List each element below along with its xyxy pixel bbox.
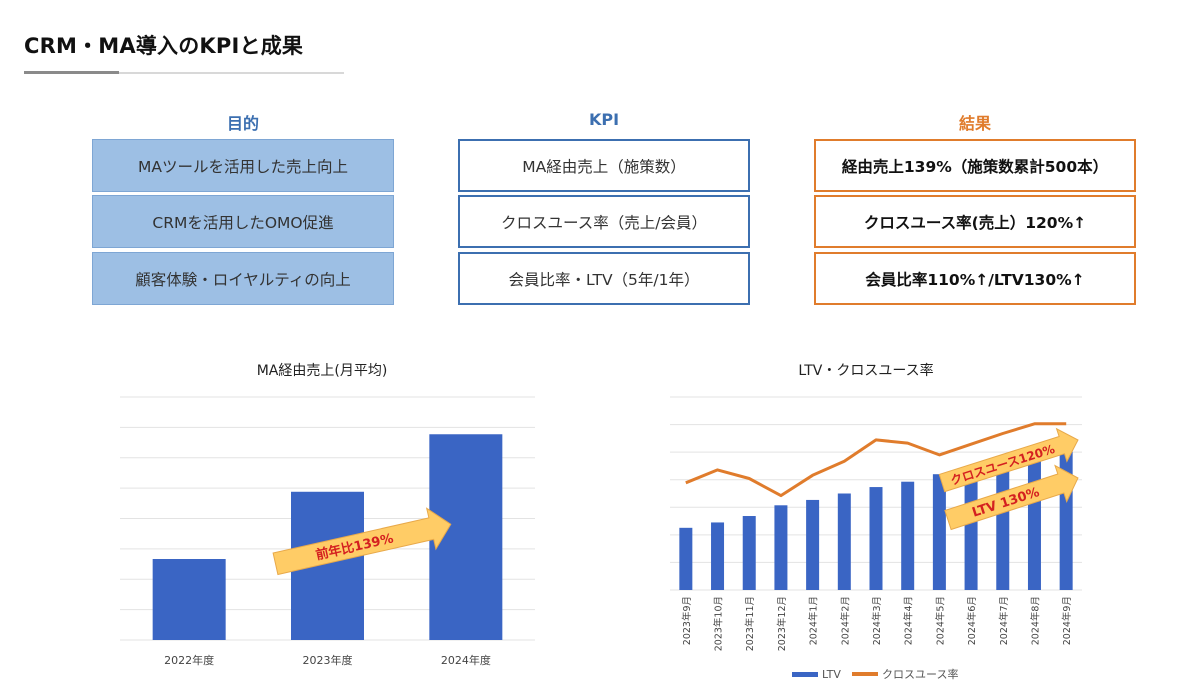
column-header-result: 結果 xyxy=(958,114,991,133)
ma-sales-chart: MA経由売上(月平均) 2022年度 2023年度 2024年度 前年比139% xyxy=(100,352,560,682)
x-tick-label: 2024年6月 xyxy=(966,596,978,645)
x-tick-label: 2023年10月 xyxy=(713,596,725,651)
title-underline-accent xyxy=(24,71,119,74)
chart-title: MA経由売上(月平均) xyxy=(257,363,388,379)
result-cell: クロスユース率(売上）120%↑ xyxy=(814,195,1136,248)
bar xyxy=(679,527,693,590)
chart-title: LTV・クロスユース率 xyxy=(798,362,933,379)
x-tick-label: 2024年度 xyxy=(441,653,491,667)
ltv-crossuse-chart: LTV・クロスユース率 2023年9月 2023年10月 2023年11月 2023年… xyxy=(660,352,1090,692)
ltv-crossuse-chart-svg: LTV・クロスユース率 2023年9月 2023年10月 2023年11月 2023年… xyxy=(670,362,1082,681)
bar xyxy=(996,464,1010,590)
x-tick-label: 2024年2月 xyxy=(839,596,851,645)
bar xyxy=(1027,458,1041,590)
kpi-cell: クロスユース率（売上/会員） xyxy=(458,195,750,248)
bar xyxy=(964,468,978,590)
x-tick-label: 2024年5月 xyxy=(934,596,946,645)
bar xyxy=(869,487,883,590)
x-tick-label: 2023年度 xyxy=(303,653,353,667)
bar xyxy=(152,559,226,640)
result-cell: 会員比率110%↑/LTV130%↑ xyxy=(814,252,1136,305)
column-header-kpi: KPI xyxy=(588,110,620,129)
bar xyxy=(901,481,915,590)
bar xyxy=(806,499,820,590)
bar xyxy=(837,493,851,590)
x-tick-label: 2024年3月 xyxy=(871,596,883,645)
bar xyxy=(932,474,946,590)
x-tick-label: 2024年4月 xyxy=(903,596,915,645)
x-tick-label: 2024年8月 xyxy=(1029,596,1041,645)
title-underline xyxy=(24,72,344,74)
kpi-cell: 会員比率・LTV（5年/1年） xyxy=(458,252,750,305)
kpi-cell: MA経由売上（施策数） xyxy=(458,139,750,192)
purpose-cell: MAツールを活用した売上向上 xyxy=(92,139,394,192)
legend-swatch-ltv xyxy=(792,672,818,677)
x-tick-label: 2024年9月 xyxy=(1061,596,1073,645)
purpose-cell: CRMを活用したOMO促進 xyxy=(92,195,394,248)
legend-label-ltv: LTV xyxy=(822,668,841,681)
x-tick-label: 2024年7月 xyxy=(998,596,1010,645)
x-tick-label: 2022年度 xyxy=(164,653,214,667)
ma-sales-chart-svg: MA経由売上(月平均) 2022年度 2023年度 2024年度 前年比139% xyxy=(120,363,535,667)
bar xyxy=(742,516,756,590)
x-tick-label: 2024年1月 xyxy=(808,596,820,645)
x-tick-label: 2023年11月 xyxy=(744,596,756,651)
x-tick-label: 2023年9月 xyxy=(681,596,693,645)
purpose-cell: 顧客体験・ロイヤルティの向上 xyxy=(92,252,394,305)
legend-label-crossuse: クロスユース率 xyxy=(882,667,958,681)
result-cell: 経由売上139%（施策数累計500本） xyxy=(814,139,1136,192)
x-tick-label: 2023年12月 xyxy=(776,596,788,651)
bar xyxy=(711,522,725,590)
column-header-purpose: 目的 xyxy=(226,114,259,133)
page-title: CRM・MA導入のKPIと成果 xyxy=(24,34,304,58)
bar xyxy=(774,505,788,590)
chart-legend: LTV クロスユース率 xyxy=(792,667,958,681)
legend-swatch-crossuse xyxy=(852,672,878,676)
